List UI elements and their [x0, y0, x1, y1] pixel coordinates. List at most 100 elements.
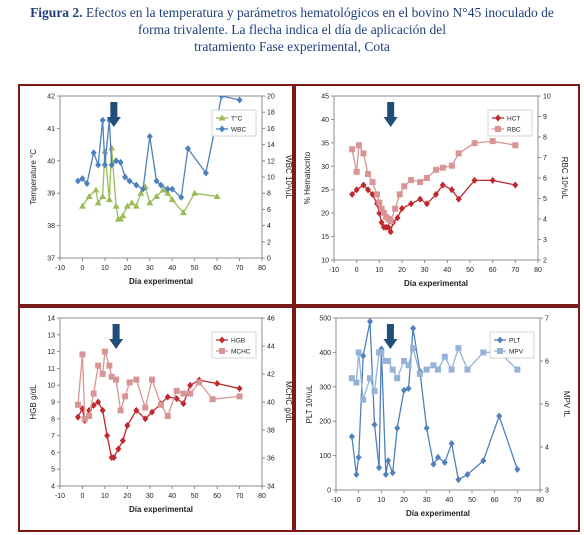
data-point-HGB — [86, 406, 93, 414]
data-point-RBC — [349, 146, 356, 153]
x-tick-label: 20 — [123, 493, 131, 500]
data-point-MCHC — [236, 393, 243, 400]
data-point-RBC — [380, 209, 387, 216]
x-tick-label: 30 — [146, 493, 154, 500]
data-point-PLT — [353, 471, 360, 479]
data-point-MCHC — [187, 390, 194, 397]
data-point-MPV — [385, 358, 392, 364]
y-right-tick-label: 5 — [543, 196, 547, 203]
data-point-WBC — [178, 193, 185, 201]
x-tick-label: 80 — [534, 267, 542, 274]
data-point-MCHC — [164, 413, 171, 419]
series-line-T°C — [81, 147, 218, 220]
data-point-HGB — [180, 400, 187, 408]
y-right-axis-title: MPV fL — [562, 391, 571, 418]
data-point-MCHC — [108, 373, 115, 380]
x-tick-label: 0 — [80, 493, 84, 500]
data-point-PLT — [441, 458, 448, 466]
y-right-tick-label: 6 — [545, 359, 549, 366]
y-right-axis-title: MCHC g/dL — [284, 381, 292, 423]
data-point-MCHC — [106, 362, 113, 369]
x-tick-label: 0 — [357, 497, 361, 504]
caption-line-2: forma trivalente. La flecha indica el dí… — [137, 22, 447, 37]
data-point-HCT — [489, 176, 496, 184]
data-point-HCT — [399, 204, 405, 212]
y-right-tick-label: 2 — [267, 239, 271, 246]
data-point-HCT — [378, 219, 385, 227]
x-tick-label: 30 — [146, 265, 154, 272]
legend-box — [211, 109, 257, 137]
treatment-arrow — [109, 324, 124, 349]
x-tick-label: 50 — [191, 265, 199, 272]
data-point-WBC — [108, 161, 115, 169]
legend-label-PLT: PLT — [509, 338, 520, 345]
data-point-T°C — [123, 202, 131, 209]
x-tick-label: -10 — [331, 497, 341, 504]
x-tick-label: 40 — [168, 493, 176, 500]
y-left-tick-label: 35 — [321, 140, 329, 147]
y-left-tick-label: 12 — [47, 349, 55, 356]
data-point-RBC — [471, 140, 478, 147]
y-right-tick-label: 6 — [543, 176, 547, 183]
x-axis-title: Día experimental — [406, 509, 470, 518]
data-point-PLT — [360, 352, 367, 360]
data-point-MCHC — [173, 387, 180, 394]
data-point-HGB — [115, 445, 122, 453]
data-point-HGB — [133, 406, 140, 414]
x-tick-label: 70 — [236, 265, 244, 272]
y-right-tick-label: 3 — [543, 237, 547, 244]
x-tick-label: 40 — [168, 265, 176, 272]
chart-svg-hct-rbc: -10 0 10 20 30 40 50 60 70 8010152025303540452345… — [303, 94, 569, 289]
data-point-T°C — [159, 186, 167, 193]
data-point-HGB — [119, 437, 126, 445]
data-point-RBC — [369, 179, 376, 186]
data-point-PLT — [389, 469, 396, 477]
data-point-HGB — [236, 385, 243, 393]
data-point-MPV — [371, 388, 378, 395]
data-point-MPV — [430, 362, 437, 369]
x-tick-label: 40 — [445, 497, 453, 504]
legend-marker-RBC — [495, 126, 501, 132]
data-point-RBC — [401, 183, 408, 190]
data-point-PLT — [367, 318, 373, 325]
chart-svg-plt-mpv: -10 0 10 20 30 40 50 60 70 8001002003004005003456… — [305, 316, 571, 519]
y-left-tick-label: 11 — [48, 366, 55, 373]
data-point-HGB — [149, 408, 156, 416]
data-point-PLT — [480, 457, 487, 465]
y-left-tick-label: 38 — [47, 223, 55, 230]
data-point-MPV — [441, 353, 448, 360]
data-point-RBC — [360, 150, 367, 157]
data-point-WBC — [99, 116, 106, 124]
chart-svg-temp-wbc: -10 0 10 20 30 40 50 60 70 80 37 38 39 40 41 42 0 2 4 6 8 10 1… — [29, 94, 292, 287]
y-left-tick-label: 7 — [51, 433, 55, 440]
series-line-HGB — [77, 379, 240, 459]
data-point-PLT — [435, 453, 441, 461]
x-tick-label: 60 — [489, 267, 497, 274]
caption-line-3: tratamiento Fase experimental, Cota — [194, 39, 390, 54]
x-tick-label: 80 — [536, 497, 544, 504]
data-point-MPV — [455, 345, 462, 352]
x-tick-label: 10 — [375, 267, 383, 274]
data-point-WBC — [184, 145, 191, 153]
data-point-RBC — [355, 142, 362, 149]
x-tick-label: 30 — [423, 497, 431, 504]
data-point-RBC — [433, 166, 439, 173]
data-point-MPV — [348, 375, 355, 382]
y-left-tick-label: 6 — [51, 450, 55, 457]
y-left-tick-label: 4 — [51, 484, 55, 491]
chart-panel-temp-wbc: -10 0 10 20 30 40 50 60 70 80 37 38 39 40 41 42 0 2 4 6 8 10 1… — [18, 84, 294, 306]
data-point-MPV — [416, 370, 423, 377]
y-right-tick-label: 7 — [543, 155, 547, 162]
x-tick-label: 70 — [513, 497, 521, 504]
data-point-RBC — [353, 168, 360, 175]
data-point-HGB — [214, 380, 221, 388]
data-point-WBC — [158, 181, 164, 189]
legend: T°C WBC — [211, 109, 257, 137]
data-point-MCHC — [142, 404, 149, 411]
data-point-HCT — [433, 190, 439, 198]
figure-frame: -10 0 10 20 30 40 50 60 70 80 37 38 39 40 41 42 0 2 4 6 8 10 1… — [18, 84, 580, 532]
data-point-HCT — [408, 200, 415, 208]
data-point-MCHC — [99, 371, 106, 377]
data-point-T°C — [168, 196, 176, 203]
caption-line-1: Figura 2. Efectos en la temperatura y pa… — [0, 4, 584, 21]
